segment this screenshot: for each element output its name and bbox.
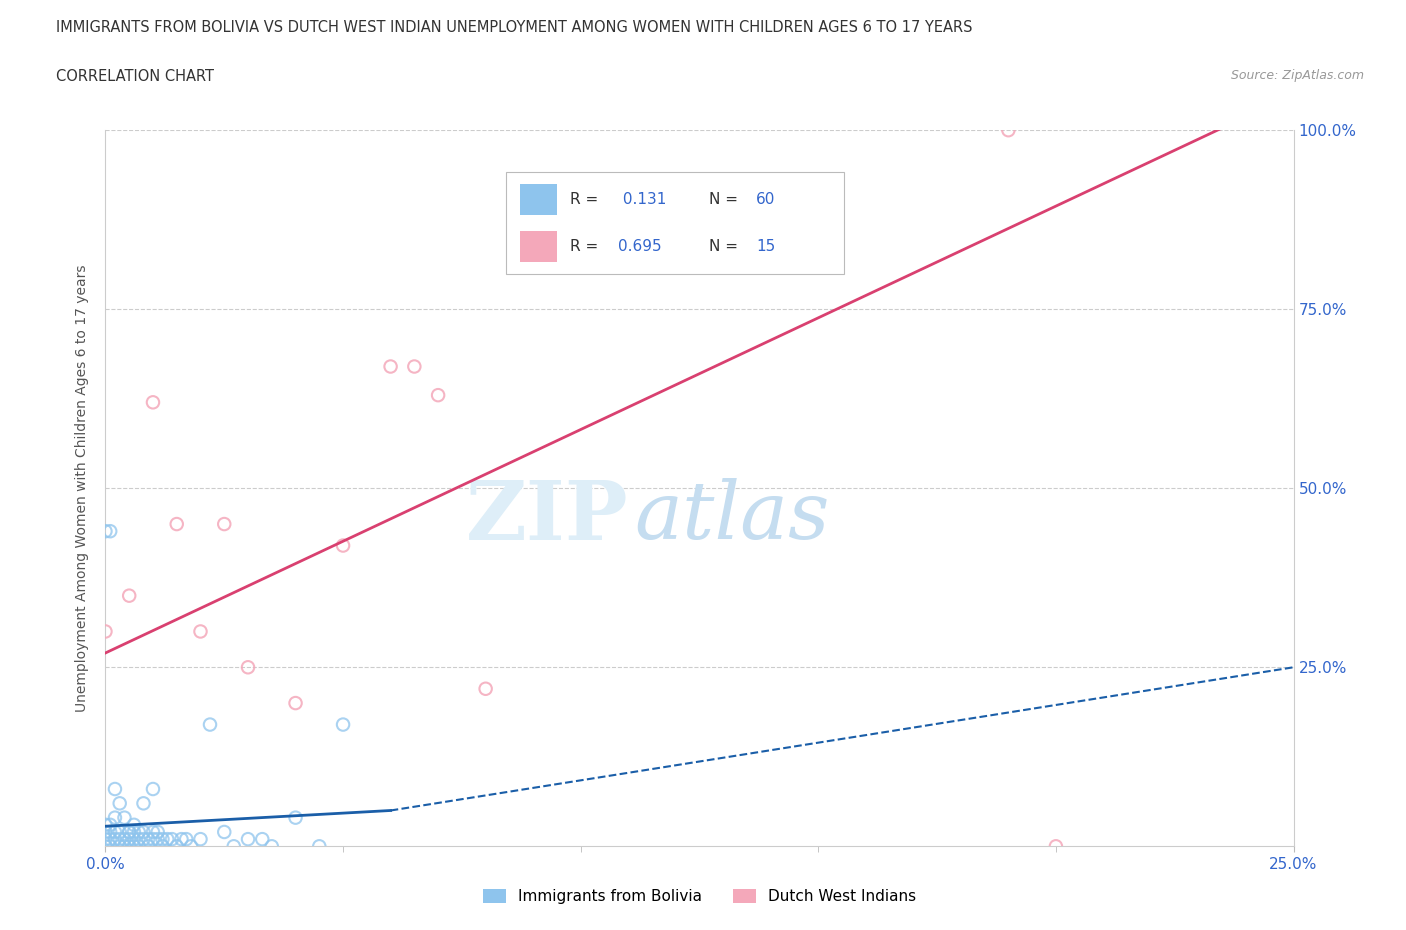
Point	[380, 359, 402, 374]
Point	[132, 831, 155, 846]
Point	[132, 796, 155, 811]
Point	[122, 825, 145, 840]
Legend: Immigrants from Bolivia, Dutch West Indians: Immigrants from Bolivia, Dutch West Indi…	[477, 883, 922, 910]
Point	[118, 589, 141, 604]
Point	[104, 810, 127, 825]
Point	[118, 825, 141, 840]
Point	[94, 831, 117, 846]
Point	[128, 839, 150, 854]
Point	[146, 831, 169, 846]
Point	[128, 825, 150, 840]
FancyBboxPatch shape	[506, 172, 844, 274]
Text: Source: ZipAtlas.com: Source: ZipAtlas.com	[1230, 69, 1364, 82]
Point	[98, 524, 121, 538]
Point	[222, 839, 245, 854]
Text: ZIP: ZIP	[465, 477, 628, 557]
Point	[142, 831, 165, 846]
Point	[98, 825, 121, 840]
Point	[166, 517, 188, 532]
Point	[236, 660, 259, 675]
Point	[142, 825, 165, 840]
Point	[260, 839, 283, 854]
Text: IMMIGRANTS FROM BOLIVIA VS DUTCH WEST INDIAN UNEMPLOYMENT AMONG WOMEN WITH CHILD: IMMIGRANTS FROM BOLIVIA VS DUTCH WEST IN…	[56, 20, 973, 35]
Point	[284, 696, 307, 711]
Point	[118, 831, 141, 846]
Text: CORRELATION CHART: CORRELATION CHART	[56, 69, 214, 84]
Point	[166, 839, 188, 854]
Bar	[520, 232, 557, 262]
Text: 0.131: 0.131	[617, 193, 666, 207]
Point	[122, 839, 145, 854]
Point	[1045, 839, 1067, 854]
Text: N =: N =	[709, 239, 742, 254]
Point	[404, 359, 426, 374]
Point	[236, 831, 259, 846]
Point	[190, 624, 212, 639]
Point	[174, 831, 197, 846]
Point	[108, 825, 131, 840]
Point	[104, 831, 127, 846]
Point	[94, 825, 117, 840]
Point	[108, 831, 131, 846]
Point	[98, 817, 121, 832]
Text: 0.695: 0.695	[617, 239, 661, 254]
Point	[118, 839, 141, 854]
Point	[142, 781, 165, 796]
Point	[114, 831, 136, 846]
Point	[198, 717, 221, 732]
Point	[146, 825, 169, 840]
Point	[160, 831, 183, 846]
Point	[98, 831, 121, 846]
Point	[108, 839, 131, 854]
Bar	[520, 184, 557, 215]
Point	[114, 810, 136, 825]
Point	[94, 839, 117, 854]
Text: 15: 15	[756, 239, 775, 254]
Point	[94, 817, 117, 832]
Text: R =: R =	[571, 239, 603, 254]
Y-axis label: Unemployment Among Women with Children Ages 6 to 17 years: Unemployment Among Women with Children A…	[76, 264, 90, 712]
Point	[94, 524, 117, 538]
Point	[252, 831, 274, 846]
Point	[332, 717, 354, 732]
Point	[190, 831, 212, 846]
Point	[142, 395, 165, 410]
Point	[997, 123, 1019, 138]
Text: R =: R =	[571, 193, 603, 207]
Point	[152, 831, 174, 846]
Point	[308, 839, 330, 854]
Point	[108, 796, 131, 811]
Point	[180, 839, 202, 854]
Point	[98, 839, 121, 854]
Text: atlas: atlas	[634, 478, 830, 555]
Point	[132, 825, 155, 840]
Text: 60: 60	[756, 193, 775, 207]
Point	[214, 517, 236, 532]
Point	[474, 682, 496, 697]
Point	[136, 831, 159, 846]
Point	[170, 831, 193, 846]
Point	[122, 817, 145, 832]
Point	[152, 839, 174, 854]
Point	[284, 810, 307, 825]
Point	[136, 839, 159, 854]
Point	[332, 538, 354, 553]
Point	[104, 781, 127, 796]
Point	[118, 825, 141, 840]
Point	[122, 831, 145, 846]
Point	[94, 624, 117, 639]
Point	[104, 825, 127, 840]
Point	[128, 831, 150, 846]
Point	[156, 831, 179, 846]
Point	[214, 825, 236, 840]
Point	[114, 839, 136, 854]
Text: N =: N =	[709, 193, 742, 207]
Point	[427, 388, 450, 403]
